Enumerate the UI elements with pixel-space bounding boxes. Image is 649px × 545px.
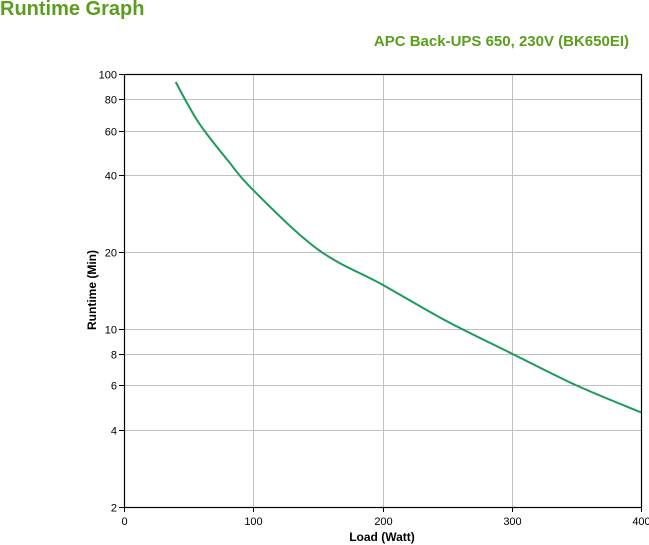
y-tick-label: 80: [105, 95, 117, 107]
chart-subtitle: APC Back-UPS 650, 230V (BK650EI): [373, 33, 629, 50]
y-tick-label: 2: [111, 503, 117, 515]
y-tick-label: 40: [105, 171, 117, 183]
grid-lines: [124, 74, 641, 507]
y-tick-label: 4: [111, 426, 117, 438]
y-axis-label: Runtime (Min): [85, 250, 99, 330]
y-tick-label: 20: [105, 248, 117, 260]
runtime-curve: [174, 81, 642, 414]
y-tick-label: 100: [99, 70, 117, 82]
y-axis-ticks: 2 4 6 8 10 20 40 60 80 100: [99, 70, 124, 515]
y-tick-label: 8: [111, 350, 117, 362]
x-tick-label: 300: [503, 516, 521, 528]
x-tick-label: 100: [244, 516, 262, 528]
x-axis-label: Load (Watt): [349, 530, 415, 544]
x-axis-ticks: 0 100 200 300 400: [121, 507, 649, 528]
page-title: Runtime Graph: [0, 0, 145, 20]
y-tick-label: 6: [111, 381, 117, 393]
y-tick-label: 10: [105, 325, 117, 337]
x-tick-label: 400: [632, 516, 649, 528]
x-tick-label: 0: [121, 516, 127, 528]
x-tick-label: 200: [374, 516, 392, 528]
y-tick-label: 60: [105, 127, 117, 139]
